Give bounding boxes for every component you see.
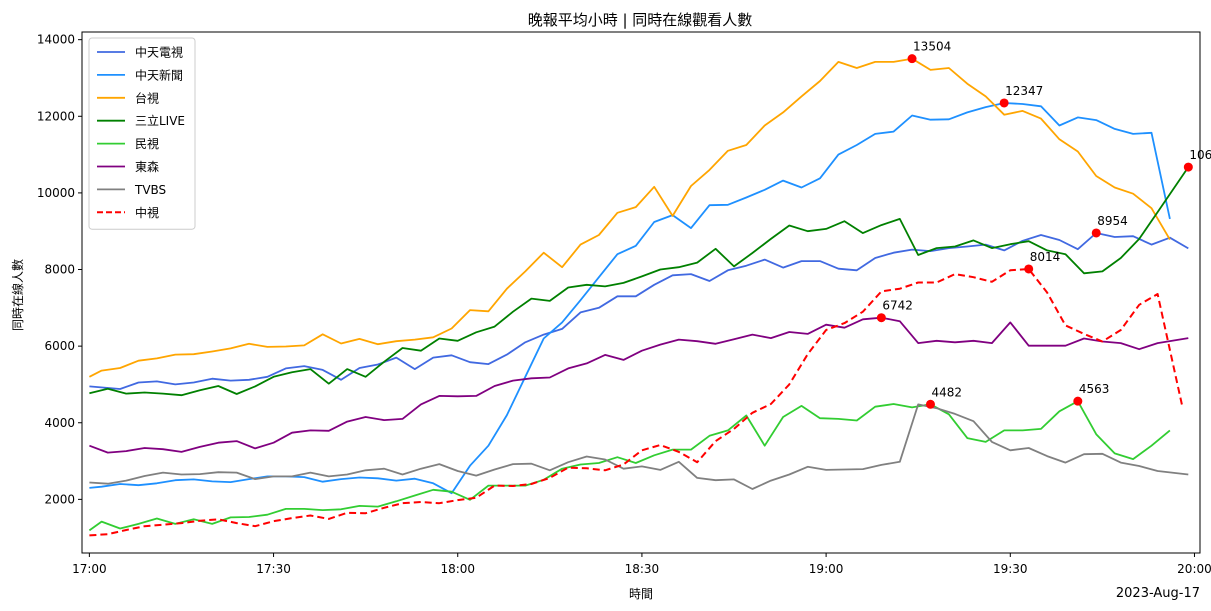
x-axis-label: 時間: [629, 587, 653, 601]
chart-title: 晚報平均小時 | 同時在線觀看人數: [528, 11, 753, 29]
y-tick-label: 14000: [37, 33, 75, 47]
x-tick-label: 20:00: [1177, 562, 1211, 576]
y-tick-label: 2000: [44, 492, 75, 506]
legend-label-4: 民視: [135, 136, 159, 151]
x-tick-label: 17:30: [256, 562, 291, 576]
annotation-marker: [1024, 264, 1034, 274]
y-tick-label: 8000: [44, 263, 75, 277]
x-tick-label: 19:30: [993, 562, 1028, 576]
annotation-marker: [1073, 396, 1083, 406]
y-axis-label: 同時在線人數: [10, 259, 25, 331]
date-label: 2023-Aug-17: [1116, 586, 1200, 601]
annotation-label: 8014: [1030, 250, 1061, 264]
annotation-label: 13504: [913, 40, 951, 54]
annotation-label: 6742: [882, 299, 913, 313]
legend-label-1: 中天新聞: [135, 67, 183, 82]
annotation-marker: [1183, 162, 1193, 172]
annotation-marker: [999, 98, 1009, 108]
series-line-5: [89, 316, 1189, 454]
plot-area: [81, 31, 1201, 554]
y-tick-label: 4000: [44, 416, 75, 430]
legend-label-7: 中視: [135, 205, 159, 220]
annotation-label: 10673: [1189, 148, 1211, 162]
legend-label-6: TVBS: [134, 183, 166, 197]
annotation-marker: [1091, 228, 1101, 238]
x-tick-label: 19:00: [809, 562, 844, 576]
legend-box: [88, 37, 196, 230]
series-line-6: [89, 403, 1189, 490]
y-tick-label: 12000: [37, 109, 75, 123]
y-tick-label: 6000: [44, 339, 75, 353]
annotation-marker: [907, 54, 917, 64]
x-tick-label: 18:00: [440, 562, 475, 576]
peak-annotations: 13504 12347 10673 8954 8014 6742 4482 4563: [876, 40, 1211, 409]
annotation-marker: [876, 313, 886, 323]
annotation-label: 4482: [931, 385, 962, 399]
annotation-marker: [925, 399, 935, 409]
series-line-7: [89, 268, 1184, 537]
annotation-label: 12347: [1005, 84, 1043, 98]
series-lines: [88, 57, 1190, 537]
legend-label-5: 東森: [135, 159, 159, 174]
series-line-4: [88, 400, 1171, 532]
legend-label-3: 三立LIVE: [135, 113, 185, 128]
axis-ticks: 17:00 17:30 18:00 18:30 19:00 19:30 20:00 2000 4…: [37, 33, 1211, 576]
legend-label-0: 中天電視: [135, 45, 183, 60]
annotation-label: 4563: [1079, 382, 1110, 396]
series-line-0: [89, 232, 1189, 390]
series-line-3: [89, 166, 1190, 397]
x-tick-label: 18:30: [625, 562, 660, 576]
legend-label-2: 台視: [135, 90, 159, 105]
series-line-2: [88, 57, 1171, 378]
x-tick-label: 17:00: [72, 562, 107, 576]
y-tick-label: 10000: [37, 186, 75, 200]
annotation-label: 8954: [1097, 214, 1128, 228]
